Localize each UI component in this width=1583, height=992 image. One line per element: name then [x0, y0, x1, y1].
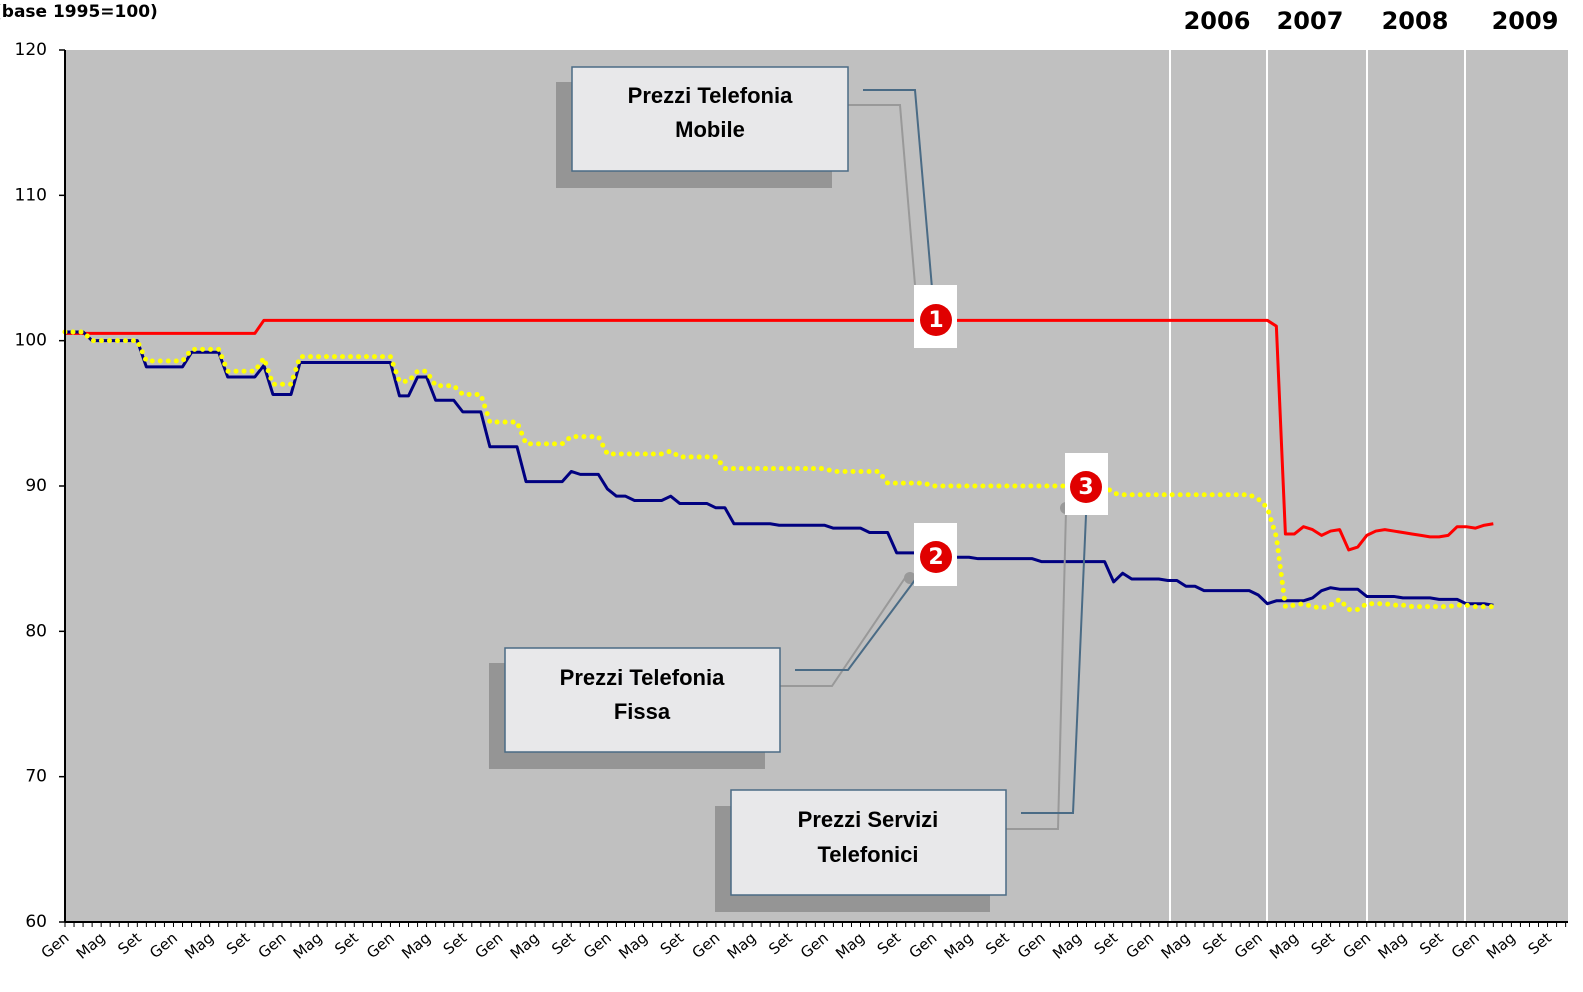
callout-text: Telefonici	[817, 842, 918, 867]
year-label: 2007	[1277, 7, 1344, 35]
callout-text: Prezzi Telefonia	[628, 83, 793, 108]
x-tick-label: Gen	[580, 929, 615, 962]
x-tick-label: Set	[114, 929, 145, 959]
x-tick-label: Set	[657, 929, 688, 959]
x-tick-label: Set	[1091, 929, 1122, 959]
x-tick-label: Gen	[1231, 929, 1266, 962]
x-tick-label: Gen	[1339, 929, 1374, 962]
x-tick-label: Mag	[1049, 929, 1085, 963]
marker-number: 1	[928, 308, 943, 333]
y-axis-label: (base 1995=100)	[0, 2, 158, 22]
x-tick-label: Gen	[1122, 929, 1157, 962]
marker-circle	[1070, 471, 1102, 503]
marker-circle	[920, 541, 952, 573]
x-tick-label: Mag	[181, 929, 217, 963]
x-tick-label: Mag	[507, 929, 543, 963]
x-tick-label: Mag	[615, 929, 651, 963]
x-tick-label: Set	[874, 929, 905, 959]
callout-text: Mobile	[675, 117, 745, 142]
y-tick-label: 90	[25, 476, 47, 496]
x-tick-label: Set	[982, 929, 1013, 959]
connector	[780, 577, 906, 687]
callout-box	[571, 66, 849, 172]
callout-box	[504, 647, 781, 753]
marker-number: 3	[1078, 475, 1093, 500]
x-tick-label: Set	[1199, 929, 1230, 959]
series-line	[65, 330, 1494, 607]
marker-circle	[920, 304, 952, 336]
y-tick-label: 70	[25, 767, 47, 787]
x-tick-label: Mag	[832, 929, 868, 963]
y-tick-label: 120	[15, 40, 47, 60]
x-tick-label: Gen	[797, 929, 832, 962]
series-lines	[62, 318, 1496, 613]
y-tick-label: 110	[15, 185, 47, 205]
x-tick-label: Gen	[689, 929, 724, 962]
connector	[795, 579, 916, 671]
x-tick-label: Mag	[1158, 929, 1194, 963]
year-label: 2009	[1492, 7, 1559, 35]
x-tick-label: Mag	[1266, 929, 1302, 963]
year-label: 2008	[1382, 7, 1449, 35]
callout-box	[730, 789, 1007, 896]
series-line	[62, 329, 1496, 613]
x-tick-label: Mag	[941, 929, 977, 963]
callout-text: Prezzi Servizi	[798, 807, 939, 832]
x-tick-label: Set	[440, 929, 471, 959]
callouts: Prezzi Telefonia Mobile 1 Prezzi Telefon…	[489, 66, 1108, 912]
x-tick-label: Gen	[38, 929, 73, 962]
x-tick-label: Gen	[255, 929, 290, 962]
x-tick-label: Set	[1308, 929, 1339, 959]
connector	[863, 89, 933, 289]
x-tick-label: Set	[765, 929, 796, 959]
x-tick-label: Mag	[398, 929, 434, 963]
y-tick-label: 100	[15, 331, 47, 351]
x-tick-label: Set	[223, 929, 254, 959]
year-dividers	[1169, 50, 1466, 922]
connector	[1021, 514, 1087, 814]
x-tick-label: Mag	[73, 929, 109, 963]
x-tick-label: Gen	[146, 929, 181, 962]
connector-dot	[904, 572, 916, 584]
x-tick-label: Gen	[905, 929, 940, 962]
x-tick-label: Set	[331, 929, 362, 959]
callout-text: Prezzi Telefonia	[560, 665, 725, 690]
x-tick-label: Set	[1525, 929, 1556, 959]
y-tick-label: 80	[25, 621, 47, 641]
x-tick-label: Set	[1416, 929, 1447, 959]
x-tick-label: Gen	[363, 929, 398, 962]
x-tick-label: Mag	[1483, 929, 1519, 963]
year-label: 2006	[1184, 7, 1251, 35]
connector	[1006, 509, 1067, 830]
x-tick-label: Mag	[290, 929, 326, 963]
series-line	[65, 318, 1494, 552]
y-tick-label: 60	[25, 912, 47, 932]
marker-number: 2	[928, 545, 943, 570]
x-tick-label: Gen	[1448, 929, 1483, 962]
x-tick-label: Set	[548, 929, 579, 959]
x-tick-label: Mag	[1375, 929, 1411, 963]
plot-area	[65, 50, 1568, 922]
x-tick-label: Gen	[472, 929, 507, 962]
x-tick-label: Mag	[724, 929, 760, 963]
x-tick-label: Gen	[1014, 929, 1049, 962]
callout-text: Fissa	[614, 699, 671, 724]
connector	[848, 104, 916, 286]
